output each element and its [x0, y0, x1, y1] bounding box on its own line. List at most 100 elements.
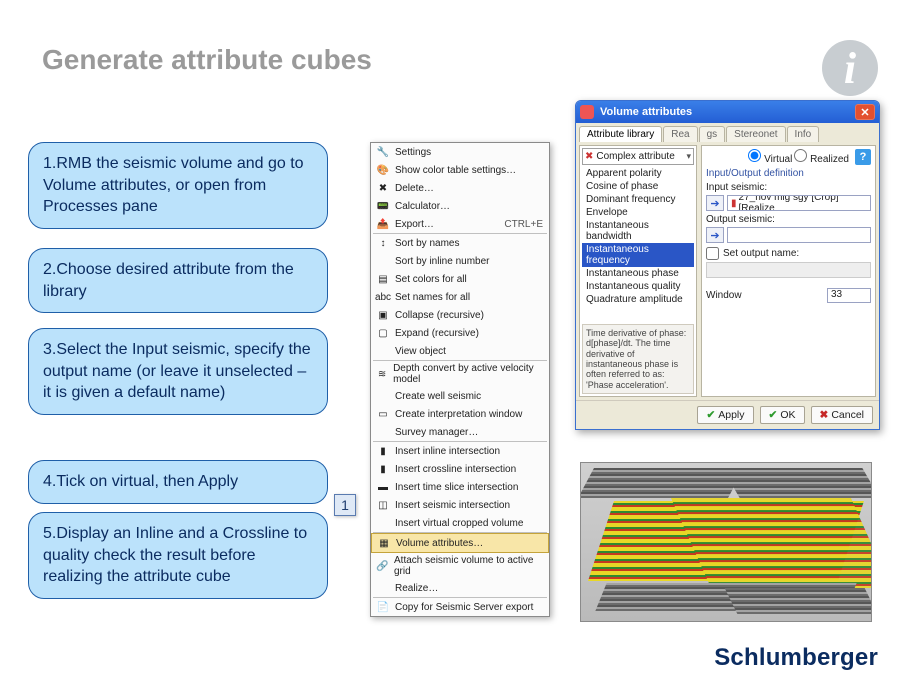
chevron-down-icon: ▾ [686, 151, 691, 162]
ctx-depth-convert[interactable]: ≋Depth convert by active velocity model [371, 361, 549, 387]
check-icon: ✔ [769, 409, 778, 421]
wrench-icon: 🔧 [375, 145, 391, 159]
ctx-create-well[interactable]: Create well seismic [371, 387, 549, 405]
ctx-delete[interactable]: ✖Delete… [371, 179, 549, 197]
well-icon [375, 389, 391, 403]
ctx-label: Copy for Seismic Server export [395, 602, 533, 613]
dialog-title: Volume attributes [600, 106, 692, 118]
tab-settings[interactable]: gs [699, 126, 726, 142]
attr-item[interactable]: Dominant frequency [582, 193, 694, 206]
copy-icon: 📄 [375, 600, 391, 614]
ctx-sort-names[interactable]: ↕ Sort by names [371, 234, 549, 252]
ctx-create-interp[interactable]: ▭Create interpretation window [371, 405, 549, 423]
attribute-library-panel: ✖ Complex attribute ▾ Apparent polarity … [579, 145, 697, 397]
attr-item[interactable]: Quadrature amplitude [582, 293, 694, 306]
cube-icon: ▦ [376, 536, 392, 550]
help-button[interactable]: ? [855, 149, 871, 165]
volume-attributes-dialog: Volume attributes ✕ Attribute library Re… [575, 100, 880, 430]
output-seismic-field[interactable] [727, 227, 871, 243]
apply-button[interactable]: ✔Apply [697, 406, 753, 424]
param-window-input[interactable]: 33 [827, 288, 871, 303]
radio-virtual[interactable]: Virtual [748, 149, 792, 165]
ctx-set-colors[interactable]: ▤Set colors for all [371, 270, 549, 288]
attr-item[interactable]: Instantaneous bandwidth [582, 219, 694, 243]
attr-item[interactable]: Envelope [582, 206, 694, 219]
tag-icon: abc [375, 290, 391, 304]
realized-radio[interactable] [794, 149, 807, 162]
ctx-label: Sort by names [395, 238, 459, 249]
ctx-insert-inline[interactable]: ▮Insert inline intersection [371, 442, 549, 460]
attr-item[interactable]: Instantaneous quality [582, 280, 694, 293]
set-output-name-checkbox[interactable] [706, 247, 719, 260]
ctx-label: Settings [395, 147, 431, 158]
dialog-titlebar[interactable]: Volume attributes ✕ [576, 101, 879, 123]
ctx-label: Set names for all [395, 292, 470, 303]
ctx-insert-crop[interactable]: Insert virtual cropped volume [371, 514, 549, 532]
dialog-buttons: ✔Apply ✔OK ✖Cancel [576, 400, 879, 429]
input-seismic-field[interactable]: ▮27_nov mig sgy [Crop] [Realize [727, 195, 871, 211]
cancel-button[interactable]: ✖Cancel [811, 406, 874, 424]
tab-realize[interactable]: Rea [663, 126, 697, 142]
ctx-realize[interactable]: Realize… [371, 579, 549, 597]
app-icon [580, 105, 594, 119]
virtual-radio[interactable] [748, 149, 761, 162]
sort-icon: ↕ [375, 236, 391, 250]
color-icon: ▤ [375, 272, 391, 286]
ctx-export[interactable]: 📤Export…CTRL+E [371, 215, 549, 233]
attr-item[interactable]: Cosine of phase [582, 180, 694, 193]
tab-info[interactable]: Info [787, 126, 820, 142]
info-icon: i [822, 40, 878, 96]
ctx-label: Create well seismic [395, 391, 481, 402]
attr-item-selected[interactable]: Instantaneous frequency [582, 243, 694, 267]
ctx-sort-inline[interactable]: Sort by inline number [371, 252, 549, 270]
ctx-collapse[interactable]: ▣Collapse (recursive) [371, 306, 549, 324]
close-button[interactable]: ✕ [855, 104, 875, 120]
param-window-label: Window [706, 290, 742, 301]
ctx-insert-time[interactable]: ▬Insert time slice intersection [371, 478, 549, 496]
ctx-label: Volume attributes… [396, 538, 483, 549]
radio-realized[interactable]: Realized [794, 149, 849, 165]
ctx-volume-attributes[interactable]: ▦ Volume attributes… [371, 533, 549, 553]
plane-icon: ▮ [375, 462, 391, 476]
ctx-settings[interactable]: 🔧 Settings [371, 143, 549, 161]
expand-icon: ▢ [375, 326, 391, 340]
plane-icon: ▬ [375, 480, 391, 494]
ctx-set-names[interactable]: abc Set names for all [371, 288, 549, 306]
attribute-description: Time derivative of phase: d[phase]/dt. T… [582, 324, 694, 394]
ok-button[interactable]: ✔OK [760, 406, 805, 424]
palette-icon: 🎨 [375, 163, 391, 177]
ctx-attach[interactable]: 🔗Attach seismic volume to active grid [371, 553, 549, 579]
brand-logo: Schlumberger [714, 644, 878, 672]
grey-plane [580, 468, 744, 498]
plane-icon: ◫ [375, 498, 391, 512]
ctx-view-object[interactable]: View object [371, 342, 549, 360]
output-seismic-label: Output seismic: [706, 214, 871, 225]
input-seismic-label: Input seismic: [706, 182, 871, 193]
ctx-label: Realize… [395, 583, 438, 594]
dialog-tabs: Attribute library Rea gs Stereonet Info [576, 123, 879, 142]
tab-stereonet[interactable]: Stereonet [726, 126, 785, 142]
attach-icon: 🔗 [375, 559, 390, 573]
attr-item[interactable]: Instantaneous phase [582, 267, 694, 280]
ctx-insert-seismic[interactable]: ◫ Insert seismic intersection [371, 496, 549, 514]
attribute-category-select[interactable]: ✖ Complex attribute ▾ [582, 148, 694, 165]
pick-output-button[interactable]: ➔ [706, 227, 724, 243]
calculator-icon: 📟 [375, 199, 391, 213]
ctx-label: Delete… [395, 183, 434, 194]
ctx-copy-ss[interactable]: 📄 Copy for Seismic Server export [371, 598, 549, 616]
ctx-survey-mgr[interactable]: Survey manager… [371, 423, 549, 441]
ctx-show-color[interactable]: 🎨 Show color table settings… [371, 161, 549, 179]
ctx-label: Show color table settings… [395, 165, 516, 176]
ctx-insert-xline[interactable]: ▮Insert crossline intersection [371, 460, 549, 478]
ctx-label: Insert seismic intersection [395, 500, 510, 511]
context-menu: 🔧 Settings 🎨 Show color table settings… ✖D… [370, 142, 550, 617]
io-panel: Virtual Realized ? Input/Output definiti… [701, 145, 876, 397]
tab-attribute-library[interactable]: Attribute library [579, 126, 662, 142]
ctx-calculator[interactable]: 📟Calculator… [371, 197, 549, 215]
attr-item[interactable]: Apparent polarity [582, 167, 694, 180]
ctx-label: Collapse (recursive) [395, 310, 484, 321]
export-icon: 📤 [375, 217, 391, 231]
eye-icon [375, 344, 391, 358]
pick-input-button[interactable]: ➔ [706, 195, 724, 211]
ctx-expand[interactable]: ▢Expand (recursive) [371, 324, 549, 342]
